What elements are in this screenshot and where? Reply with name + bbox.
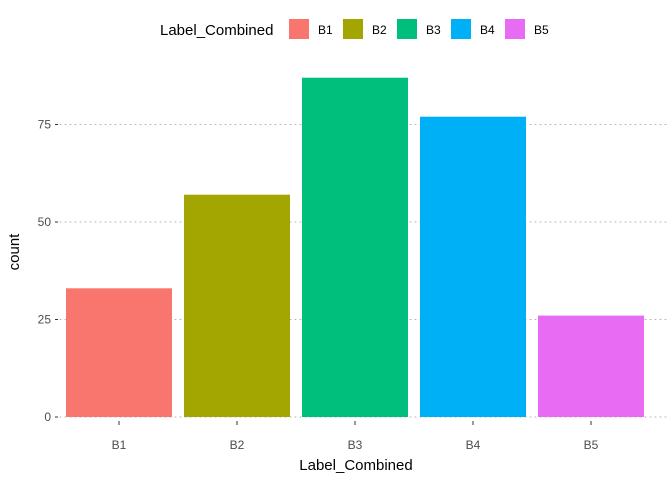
legend-key-b4 [451,19,471,39]
bar-b2 [184,194,290,417]
y-tick-label: 0 [44,410,51,424]
legend-key-b3 [397,19,417,39]
y-tick-label: 75 [38,118,52,132]
y-axis-title: count [6,233,23,271]
bar-b3 [302,77,408,417]
x-tick-label: B3 [348,438,363,452]
x-tick-label: B4 [466,438,481,452]
legend-label-b3: B3 [426,23,441,37]
bar-b1 [66,288,172,417]
bar-b4 [420,116,526,417]
legend-label-b2: B2 [372,23,387,37]
x-tick-label: B2 [230,438,245,452]
x-tick-label: B1 [112,438,127,452]
legend: Label_Combined B1 B2 B3 B4 B5 [160,19,549,39]
legend-label-b1: B1 [318,23,333,37]
y-axis: 0 25 50 75 [38,118,58,424]
bar-b5 [538,315,644,417]
bars [66,77,644,417]
legend-key-b1 [289,19,309,39]
y-tick-label: 25 [38,313,52,327]
legend-items: B1 B2 B3 B4 B5 [289,19,549,39]
legend-key-b2 [343,19,363,39]
legend-key-b5 [505,19,525,39]
legend-label-b4: B4 [480,23,495,37]
legend-label-b5: B5 [534,23,549,37]
x-tick-label: B5 [584,438,599,452]
y-tick-label: 50 [38,215,52,229]
x-axis: B1 B2 B3 B4 B5 [112,421,599,452]
x-axis-title: Label_Combined [299,457,412,474]
legend-title: Label_Combined [160,22,273,39]
